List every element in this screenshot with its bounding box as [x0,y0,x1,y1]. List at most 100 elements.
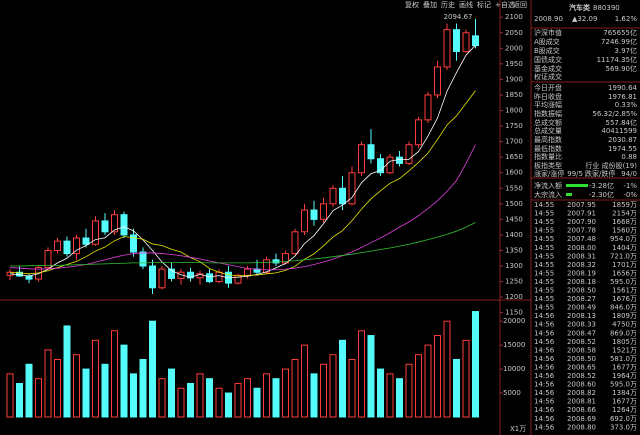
volume-bar [73,354,80,418]
tick-volume: 1404万 [612,244,637,252]
stat-label: 平均涨幅 [534,100,562,109]
tick-price: 2008.50 [567,355,596,363]
y-tick-label: 2050 [505,29,523,37]
y-tick-label: 1550 [505,184,523,192]
y-tick-label: 1250 [505,278,523,286]
tick-volume: 595.0万 [610,278,637,286]
y-tick-label: 1600 [505,169,523,177]
toolbar-button[interactable]: +自选 [495,0,515,9]
tick-time: 14:55 [534,278,554,286]
breadth-value: 94/0 [621,170,637,178]
candle-body [358,144,365,174]
stat-label: B股成交 [534,46,560,55]
stat-label: 权证成交 [534,72,562,81]
volume-bar [177,387,185,418]
volume-bar [453,359,460,418]
volume-bar [130,373,137,418]
y-tick-label: 2100 [505,13,523,21]
tick-time: 14:55 [534,295,554,303]
tick-volume: 595.0万 [610,381,637,389]
y-tick-label: 1350 [505,246,523,254]
stat-value: 0.33% [615,101,638,109]
candle-body [282,253,289,264]
volume-bar [44,349,52,418]
moving-average [9,90,476,277]
candle-body [386,156,394,174]
tick-time: 14:56 [534,329,555,337]
volume-bar [367,335,375,418]
quote-change: ▲32.09 [572,15,597,23]
tick-price: 2008.58 [567,346,596,354]
y-tick-label: 1150 [505,309,523,317]
volume-tick-label: 20000 [503,317,525,325]
stat-label: 指数量比 [534,152,562,161]
y-tick-label: 1900 [505,75,523,83]
candle-body [339,187,346,205]
stat-value: 0.88 [621,153,637,161]
tick-time: 14:56 [534,381,555,389]
tick-time: 14:56 [534,346,555,354]
tick-price: 2008.18 [567,278,596,286]
stat-label: 基金成交 [534,64,562,73]
tick-price: 2008.32 [567,261,596,269]
flow-bar [566,184,588,187]
volume-bar [158,378,166,418]
tick-time: 14:55 [534,235,554,243]
stat-value: 7246.99亿 [601,37,637,46]
stat-label: 今日开盘 [534,83,562,92]
stat-value: 557.84亿 [606,118,638,127]
toolbar-button[interactable]: 返回 [513,1,527,9]
volume-bar [111,330,118,418]
toolbar-button[interactable]: 复权 [405,0,419,9]
stat-label: 指数振幅 [534,109,562,118]
stat-label: 最高指数 [534,135,562,144]
tick-price: 2008.27 [567,295,596,303]
tick-time: 14:56 [534,363,555,371]
breadth-value: 99/5 [567,170,583,178]
tick-price: 2007.90 [567,218,596,226]
toolbar-button[interactable]: 画线 [459,0,473,9]
volume-bar [291,359,299,418]
tick-price: 2008.31 [567,252,596,260]
volume-bar [16,382,23,418]
candle-body [405,144,413,164]
stat-value: 3.97亿 [614,46,637,55]
tick-time: 14:56 [534,355,555,363]
stat-value: 1990.64 [608,84,637,92]
tick-time: 14:56 [534,321,555,329]
flow-bar [566,193,572,196]
toolbar-button[interactable]: 历史 [441,0,455,9]
stat-label: A股成交 [534,37,560,46]
y-tick-label: 1850 [505,91,523,99]
candle-body [73,237,80,255]
tick-time: 14:56 [534,398,555,406]
candle-body [158,268,166,289]
volume-bar [168,368,175,418]
stat-value: 1974.55 [608,145,637,153]
tick-volume: 1384万 [612,389,637,397]
volume-bar [263,373,270,418]
candle-body [120,214,128,236]
volume-tick-label: 15000 [503,341,525,349]
candle-body [415,119,422,146]
tick-volume: 1656万 [612,269,637,277]
stat-label: 国债成交 [534,55,562,64]
y-tick-label: 1500 [505,200,523,208]
volume-bar [320,363,327,418]
tick-volume: 954.0万 [610,235,637,243]
stat-label: 总成交量 [534,126,562,135]
candle-body [377,158,384,174]
tick-volume: 1561万 [612,287,637,295]
volume-tick-label: 5000 [503,389,521,397]
toolbar-button[interactable]: 叠加 [423,0,437,9]
volume-bar [348,359,356,418]
stat-value: 40411599 [601,127,637,135]
candle-body [396,156,403,164]
volume-bar [63,325,71,418]
y-tick-label: 1700 [505,138,523,146]
candle-body [234,274,242,284]
toolbar-button[interactable]: 标记 [477,0,491,9]
candle-body [168,268,175,279]
quote-name: 汽车类 [569,3,591,12]
